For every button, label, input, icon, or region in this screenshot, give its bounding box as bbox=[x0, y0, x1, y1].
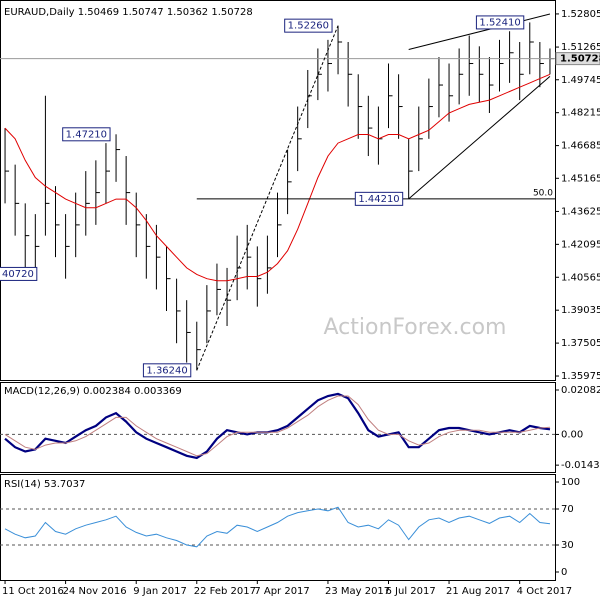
y-tick-label: 1.37505 bbox=[561, 338, 600, 349]
annotation-box bbox=[0, 266, 38, 281]
y-tick-label: 1.46685 bbox=[561, 141, 600, 152]
rsi-frame bbox=[0, 474, 556, 581]
annotation-label: 1.36240 bbox=[146, 365, 187, 376]
rsi-title: RSI(14) bbox=[4, 479, 41, 490]
low: 1.50362 bbox=[167, 7, 208, 18]
signal-reading: 0.003369 bbox=[134, 386, 182, 397]
x-tick-label: 6 Jul 2017 bbox=[386, 586, 436, 597]
macd-reading: 0.002384 bbox=[83, 386, 131, 397]
trendline bbox=[408, 76, 551, 200]
y-tick-label: 30 bbox=[561, 540, 574, 551]
close: 1.50728 bbox=[211, 7, 252, 18]
last-price-label: 1.50728 bbox=[560, 54, 600, 65]
x-tick-label: 11 Oct 2016 bbox=[2, 586, 64, 597]
annotation-box bbox=[284, 18, 333, 33]
symbol: EURAUD,Daily bbox=[4, 7, 75, 18]
annotation-label: 1.52410 bbox=[479, 17, 520, 28]
x-tick-label: 21 Aug 2017 bbox=[446, 586, 510, 597]
open: 1.50469 bbox=[78, 7, 119, 18]
x-tick-label: 22 Feb 2017 bbox=[194, 586, 256, 597]
line bbox=[4, 506, 551, 548]
line bbox=[4, 392, 551, 460]
y-tick-label: 100 bbox=[561, 477, 580, 488]
y-tick-label: 70 bbox=[561, 504, 574, 515]
trendline bbox=[196, 25, 339, 371]
y-tick-label: 1.51265 bbox=[561, 42, 600, 53]
y-tick-label: 1.39035 bbox=[561, 305, 600, 316]
watermark: ActionForex.com bbox=[324, 315, 507, 340]
fib-label: 50.0 bbox=[533, 188, 553, 198]
y-tick-label: 1.35975 bbox=[561, 371, 600, 382]
y-tick-label: 0.020827 bbox=[561, 385, 600, 396]
line bbox=[4, 395, 551, 457]
x-tick-label: 7 Apr 2017 bbox=[254, 586, 309, 597]
y-tick-label: 1.48215 bbox=[561, 108, 600, 119]
x-tick-label: 9 Jan 2017 bbox=[133, 586, 187, 597]
annotation-box bbox=[142, 363, 192, 378]
annotation-box bbox=[354, 191, 404, 206]
rsi-header: RSI(14) 53.7037 bbox=[4, 479, 85, 490]
x-tick-label: 4 Oct 2017 bbox=[517, 586, 572, 597]
y-tick-label: 1.42095 bbox=[561, 239, 600, 250]
y-tick-label: 1.40565 bbox=[561, 272, 600, 283]
trendline bbox=[408, 13, 551, 51]
annotation-label: 1.47210 bbox=[66, 129, 107, 140]
high: 1.50747 bbox=[122, 7, 163, 18]
y-tick-label: 0.00 bbox=[561, 429, 583, 440]
annotation-label: 1.52260 bbox=[288, 21, 329, 32]
x-tick-label: 24 Nov 2016 bbox=[63, 586, 127, 597]
y-tick-label: 0 bbox=[561, 567, 567, 578]
y-tick-label: 1.45165 bbox=[561, 173, 600, 184]
macd-header: MACD(12,26,9) 0.002384 0.003369 bbox=[4, 386, 182, 397]
y-tick-label: 1.52805 bbox=[561, 9, 600, 20]
macd-title: MACD(12,26,9) bbox=[4, 386, 80, 397]
annotation-box bbox=[62, 127, 111, 142]
line bbox=[4, 73, 551, 282]
last-price-box bbox=[555, 52, 600, 66]
annotation-box bbox=[475, 15, 525, 30]
header: EURAUD,Daily 1.50469 1.50747 1.50362 1.5… bbox=[4, 7, 253, 18]
macd-frame bbox=[0, 382, 556, 473]
annotation-label: 1.44210 bbox=[358, 194, 399, 205]
rsi-reading: 53.7037 bbox=[44, 479, 85, 490]
price-frame bbox=[0, 0, 556, 381]
y-tick-label: 1.43625 bbox=[561, 206, 600, 217]
y-tick-label: 1.49745 bbox=[561, 75, 600, 86]
y-tick-label: -0.014386 bbox=[561, 460, 600, 471]
annotation-label: 40720 bbox=[2, 269, 34, 280]
x-tick-label: 23 May 2017 bbox=[325, 586, 390, 597]
